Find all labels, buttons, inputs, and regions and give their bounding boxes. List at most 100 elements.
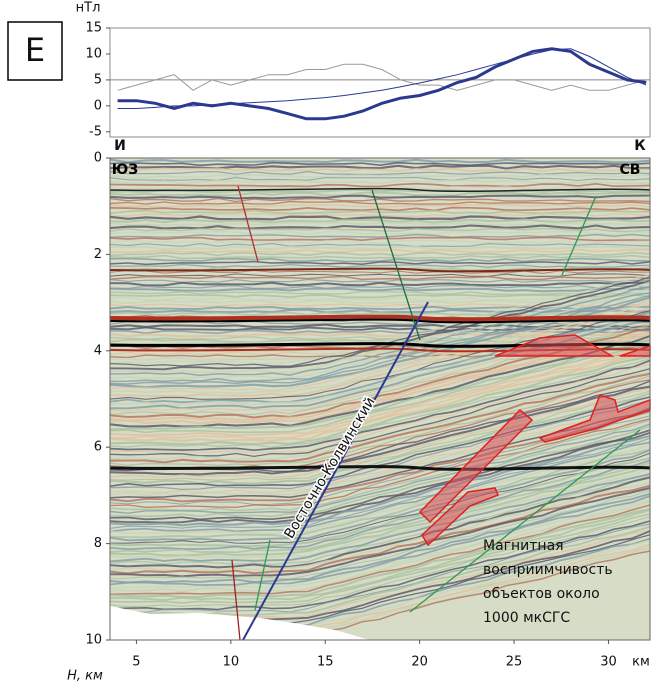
profile-end: И	[114, 138, 126, 154]
reflector	[109, 197, 651, 203]
reflector	[109, 273, 651, 277]
x-tick-label: 5	[132, 655, 140, 670]
y-tick-label: 10	[85, 46, 102, 61]
reflector	[109, 287, 650, 293]
reflector	[109, 484, 651, 575]
reflector	[109, 462, 651, 554]
y-tick-label: 6	[94, 440, 102, 455]
reflector	[109, 303, 651, 308]
reflector	[109, 406, 651, 497]
reflector	[109, 287, 651, 380]
reflector	[109, 182, 651, 188]
reflector	[109, 459, 651, 550]
reflector	[109, 523, 651, 613]
reflector	[109, 302, 651, 395]
reflector	[109, 390, 651, 481]
reflector	[109, 233, 651, 239]
section-frame	[109, 157, 651, 641]
y-tick-label: 5	[94, 72, 102, 87]
plot-frame	[109, 27, 651, 138]
reflector	[109, 326, 651, 332]
reflector	[109, 176, 651, 182]
annotation: Магнитная	[483, 538, 564, 554]
reflector	[110, 487, 651, 578]
y-tick-label: 8	[94, 536, 102, 551]
reflector	[109, 504, 651, 596]
strong-reflector	[109, 267, 651, 273]
reflector	[109, 388, 651, 479]
reflector	[109, 158, 651, 164]
reflector	[109, 236, 651, 242]
reflector	[109, 329, 651, 335]
y-tick-label: 15	[85, 21, 102, 36]
reflector	[109, 358, 651, 449]
reflector	[109, 363, 651, 454]
direction: СВ	[620, 162, 641, 178]
magnetic-body	[421, 487, 499, 547]
reflector	[109, 239, 651, 244]
fault	[371, 189, 421, 341]
blank-area	[110, 606, 370, 640]
fault	[409, 429, 641, 613]
strong-reflector	[109, 465, 651, 471]
reflector	[109, 274, 651, 364]
reflector	[109, 284, 651, 290]
annotation: 1000 мкСГС	[483, 610, 570, 626]
reflector	[109, 419, 651, 512]
x-tick-label: 25	[506, 655, 523, 670]
reflector	[109, 334, 651, 425]
reflector	[109, 173, 651, 179]
fault	[231, 559, 241, 641]
reflector	[109, 200, 651, 205]
reflector	[109, 385, 651, 476]
reflector	[109, 355, 651, 446]
reflector	[109, 245, 651, 251]
fault	[561, 195, 597, 276]
reflector	[109, 299, 651, 391]
reflector	[109, 299, 651, 305]
reflector	[109, 520, 651, 611]
reflector	[109, 243, 651, 247]
reflector	[109, 346, 651, 437]
x-tick-label: 20	[411, 655, 428, 670]
reflector	[109, 342, 651, 434]
reflector	[109, 307, 651, 398]
reflector	[109, 473, 651, 563]
reflector	[109, 167, 651, 173]
y-tick-label: -5	[89, 124, 102, 139]
reflector	[109, 423, 651, 514]
y-tick-label: 4	[94, 343, 102, 358]
reflector	[109, 204, 651, 208]
profile-end: К	[634, 138, 646, 154]
reflector	[109, 254, 651, 260]
reflector	[109, 508, 651, 599]
direction: ЮЗ	[112, 162, 138, 178]
annotation: объектов около	[483, 586, 600, 602]
fault	[242, 301, 429, 641]
x-axis-label: км	[632, 655, 650, 670]
reflector	[109, 474, 651, 566]
reflector	[109, 191, 651, 197]
panel-box	[7, 21, 63, 81]
reflector	[109, 513, 651, 604]
reflector	[109, 206, 651, 212]
reflector	[109, 418, 651, 508]
reflector	[109, 371, 651, 461]
profile-line	[117, 63, 647, 91]
y-tick-label: 10	[85, 633, 102, 648]
panel-label: Е	[25, 31, 45, 69]
reflector	[109, 352, 651, 443]
reflector	[109, 415, 651, 506]
reflector	[109, 375, 651, 467]
reflector	[109, 509, 651, 601]
reflector	[109, 296, 651, 302]
reflector	[109, 500, 651, 593]
reflector	[109, 221, 651, 227]
reflector	[110, 425, 651, 518]
reflector	[109, 209, 650, 215]
y-tick-label: 0	[94, 98, 102, 113]
x-tick-label: 15	[317, 655, 334, 670]
reflector	[109, 372, 651, 464]
reflector	[109, 230, 651, 235]
magnetic-body	[494, 334, 615, 357]
